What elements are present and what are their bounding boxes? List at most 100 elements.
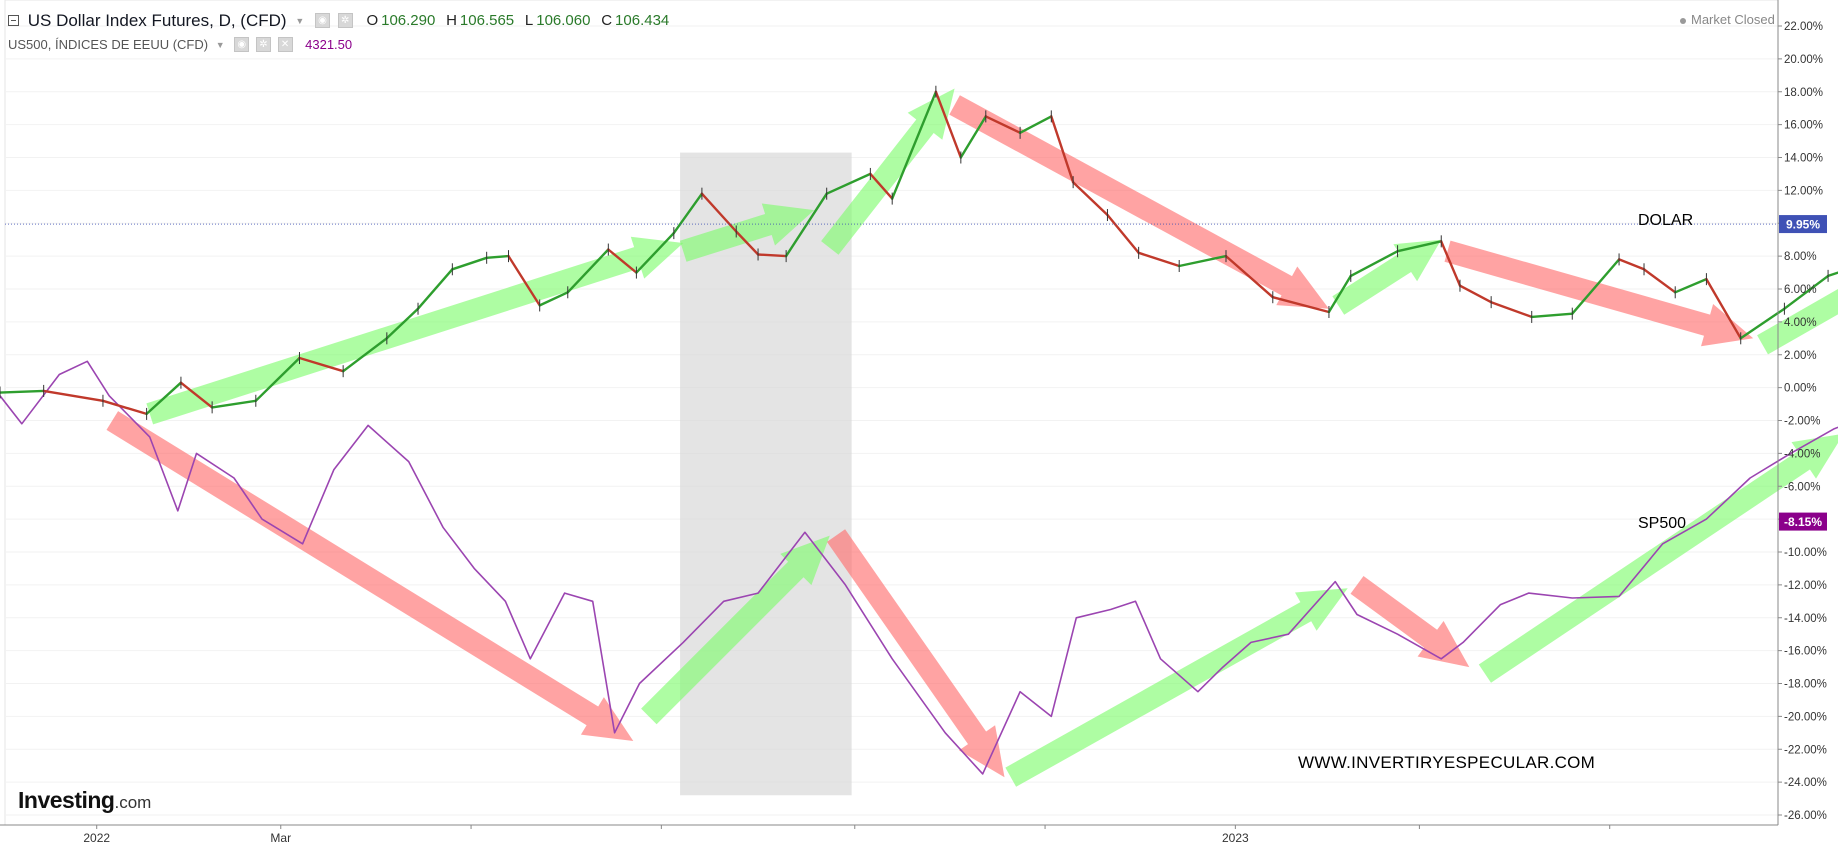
dollar-segment	[756, 253, 788, 258]
symbol-title[interactable]: US Dollar Index Futures, D, (CFD)	[27, 10, 287, 30]
dollar-segment	[1137, 251, 1181, 268]
arrow-up-dollar-1	[146, 236, 684, 425]
arrow-down-sp500-2	[827, 529, 1005, 778]
collapse-icon[interactable]	[8, 15, 19, 27]
arrow-up-sp500-1	[641, 535, 830, 725]
dollar-segment	[1705, 277, 1742, 340]
y-tick-label: 2.00%	[1784, 350, 1817, 362]
compare-symbol[interactable]: US500, ÍNDICES DE EEUU (CFD)	[8, 37, 209, 53]
plot-frame	[4, 0, 1779, 826]
logo-suffix: .com	[114, 793, 152, 812]
dollar-segment	[1617, 258, 1646, 271]
eye-icon[interactable]: ◉	[314, 13, 330, 29]
eye-icon[interactable]: ◉	[234, 37, 250, 53]
dollar-segment	[1783, 274, 1830, 310]
compare-header: US500, ÍNDICES DE EEUU (CFD) ▼ ◉ ✲ ✕ 432…	[8, 36, 353, 53]
chart-grid	[4, 0, 1779, 826]
dollar-segment	[342, 337, 388, 373]
market-status: Market Closed	[1680, 12, 1775, 27]
sp500-line	[0, 360, 1838, 775]
ohlc-low: L 106.060	[524, 12, 591, 30]
dollar-segment	[145, 381, 183, 416]
dollar-segment	[42, 389, 105, 402]
y-tick-label: -20.00%	[1784, 711, 1827, 723]
arrow-down-sp500-1	[106, 411, 634, 741]
sp500-last-value-badge-bg	[1779, 512, 1827, 531]
close-icon[interactable]: ✕	[277, 37, 293, 53]
series-label-dolar: DOLAR	[1638, 212, 1694, 229]
dollar-segment	[1224, 254, 1275, 299]
y-tick-label: -22.00%	[1784, 744, 1827, 756]
watermark-text: WWW.INVERTIRYESPECULAR.COM	[1298, 753, 1596, 772]
dollar-segment	[254, 356, 301, 402]
dollar-segment	[1489, 301, 1533, 319]
dollar-segment	[700, 192, 738, 233]
series-layer	[0, 85, 1838, 775]
gear-icon[interactable]: ✲	[255, 37, 271, 53]
arrow-down-dollar-1	[949, 95, 1329, 309]
dollar-segment	[869, 172, 894, 200]
dollar-segment	[1530, 312, 1574, 319]
y-tick-label: 22.00%	[1784, 21, 1823, 33]
dollar-segment	[1018, 115, 1053, 135]
arrow-up-dollar-4	[1332, 239, 1442, 315]
y-tick-label: 20.00%	[1784, 54, 1823, 66]
dollar-segment	[1739, 307, 1786, 340]
y-tick-label: -2.00%	[1784, 416, 1820, 428]
dollar-segment	[1571, 258, 1621, 315]
dollar-segment	[1349, 249, 1399, 278]
highlight-band-rect	[680, 152, 852, 796]
arrow-up-dollar-5	[1757, 289, 1838, 355]
dollar-segment	[416, 268, 454, 310]
y-tick-label: -4.00%	[1784, 448, 1820, 460]
ohlc-open: O 106.290	[366, 12, 436, 30]
dollar-segment	[959, 115, 987, 159]
ohlc-high: H 106.565	[446, 12, 515, 30]
dollar-segment	[1458, 284, 1493, 304]
chevron-down-icon[interactable]: ▼	[295, 15, 305, 26]
dollar-segment	[1396, 240, 1443, 253]
y-tick-label: 16.00%	[1784, 120, 1823, 132]
dollar-segment	[825, 172, 872, 195]
dollar-segment	[1071, 180, 1109, 217]
arrow-down-dollar-2	[1444, 240, 1754, 347]
ohlc-close: C 106.434	[601, 12, 670, 30]
series-label-sp500: SP500	[1638, 515, 1687, 532]
dollar-segment	[538, 291, 569, 307]
gear-icon[interactable]: ✲	[337, 13, 353, 29]
dollar-segment	[607, 248, 638, 274]
dollar-segment	[984, 115, 1022, 135]
y-tick-label: 12.00%	[1784, 185, 1823, 197]
dollar-segment	[1673, 277, 1708, 294]
dollar-segment	[784, 192, 828, 258]
dollar-segment	[1050, 115, 1075, 184]
y-tick-label: -18.00%	[1784, 679, 1827, 691]
dollar-segment	[1271, 296, 1331, 314]
trend-arrows	[106, 88, 1838, 787]
dollar-last-value-badge-bg	[1779, 215, 1827, 234]
dollar-segment	[1106, 213, 1140, 255]
arrow-up-sp500-3	[1478, 434, 1838, 683]
x-tick-label: 2023	[1222, 831, 1249, 845]
compare-value: 4321.50	[305, 37, 353, 53]
chevron-down-icon[interactable]: ▼	[215, 39, 225, 50]
y-tick-label: -26.00%	[1784, 810, 1827, 822]
status-dot-icon	[1680, 17, 1686, 24]
y-tick-label: 8.00%	[1784, 251, 1817, 263]
market-status-text: Market Closed	[1691, 12, 1775, 27]
y-tick-label: -6.00%	[1784, 481, 1820, 493]
dollar-segment	[0, 389, 45, 394]
ohlc-low-value: 106.060	[536, 12, 591, 30]
dollar-segment	[1826, 271, 1838, 278]
dollar-segment	[507, 254, 541, 307]
arrow-up-dollar-2	[679, 203, 815, 262]
dollar-segment	[210, 399, 258, 409]
arrow-down-sp500-3	[1350, 576, 1470, 668]
investing-logo[interactable]: Investing.com	[18, 787, 151, 814]
ohlc-close-value: 106.434	[615, 12, 670, 30]
y-tick-label: 6.00%	[1784, 284, 1817, 296]
dollar-segment	[635, 231, 675, 274]
y-tick-label: -24.00%	[1784, 777, 1827, 789]
